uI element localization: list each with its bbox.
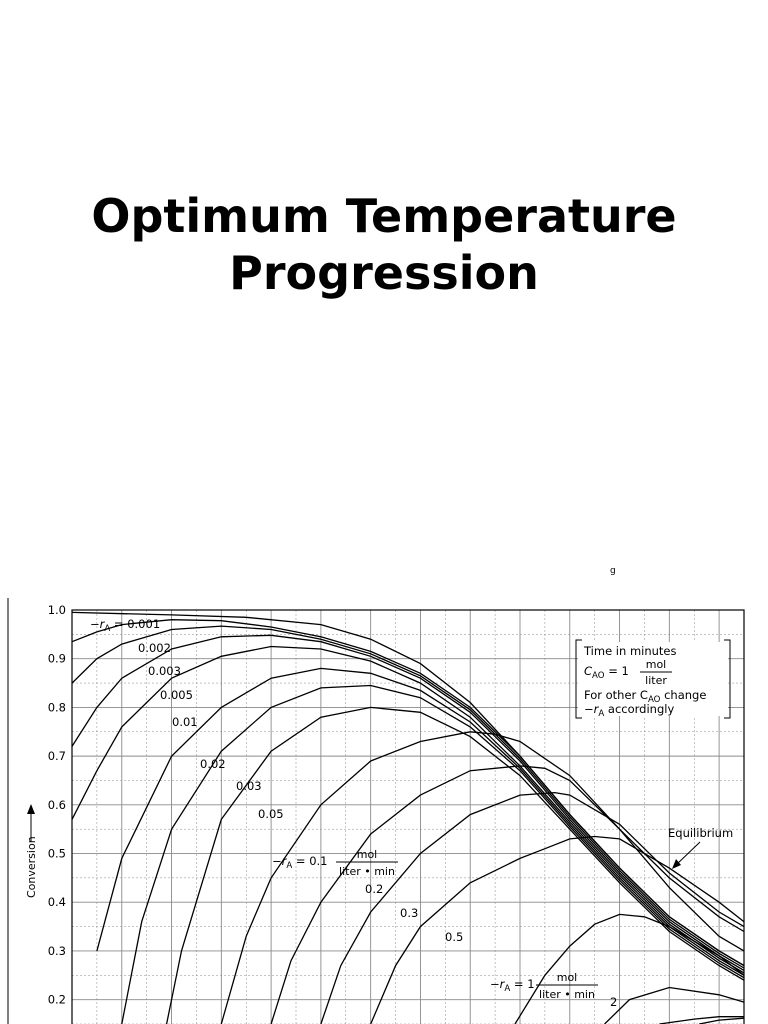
curve-label-unit-den-12: liter • min bbox=[539, 988, 595, 1001]
curve-label-0: −rA = 0.001 bbox=[90, 617, 160, 634]
info-box-bracket-left bbox=[575, 639, 582, 719]
y-tick-label: 0.7 bbox=[48, 749, 66, 763]
y-tick-label: 0.2 bbox=[48, 993, 66, 1007]
stray-mark: g bbox=[610, 566, 616, 576]
curve-label-8: −rA = 0.1 bbox=[272, 854, 328, 871]
curve-label-unit-num-12: mol bbox=[557, 971, 578, 984]
info-box-unit-num: mol bbox=[646, 658, 667, 671]
info-box-bg bbox=[578, 642, 728, 716]
equilibrium-label: Equilibrium bbox=[668, 826, 733, 840]
y-tick-label: 0.5 bbox=[48, 847, 66, 861]
rate-curve-12 bbox=[514, 913, 745, 1024]
y-tick-label: 0.6 bbox=[48, 798, 66, 812]
rate-curve-11 bbox=[370, 835, 745, 1024]
rate-curve-5 bbox=[96, 667, 745, 976]
plot-frame bbox=[71, 609, 745, 1024]
curve-label-12: −rA = 1 bbox=[490, 977, 535, 994]
chart-container: 1.0 0.9 0.8 0.7 0.6 0.5 0.4 0.3 0.2 Conversion 0.0… bbox=[0, 560, 768, 1024]
slide-title-line-2: Progression bbox=[229, 246, 539, 300]
curve-label-1: 0.002 bbox=[138, 641, 171, 655]
rate-curve-3 bbox=[71, 634, 745, 971]
y-tick-label: 1.0 bbox=[48, 603, 66, 617]
curve-label-3: 0.005 bbox=[160, 688, 193, 702]
curve-label-13: 2 bbox=[610, 995, 617, 1009]
y-tick-label: 0.9 bbox=[48, 652, 66, 666]
curve-label-5: 0.02 bbox=[200, 757, 226, 771]
curve-label-unit-num-8: mol bbox=[357, 848, 378, 861]
y-axis-label: Conversion bbox=[25, 836, 38, 898]
curve-label-11: 0.5 bbox=[445, 930, 463, 944]
rate-curve-2 bbox=[71, 625, 745, 969]
rate-curve-1 bbox=[71, 619, 745, 967]
equilibrium-arrow-shaft bbox=[675, 841, 701, 866]
curve-label-unit-den-8: liter • min bbox=[339, 865, 395, 878]
info-box-bracket-right bbox=[724, 639, 731, 719]
slide-title: Optimum Temperature Progression bbox=[0, 188, 768, 302]
curve-label-4: 0.01 bbox=[172, 715, 198, 729]
rate-curve-14 bbox=[659, 1016, 744, 1024]
info-box-line-4: −rA accordingly bbox=[584, 702, 674, 719]
info-box-cao: CAO = 1 bbox=[584, 664, 629, 681]
curve-label-6: 0.03 bbox=[236, 779, 262, 793]
rate-curve-4 bbox=[71, 645, 745, 974]
y-axis-arrow-head bbox=[27, 804, 35, 814]
curve-label-2: 0.003 bbox=[148, 664, 181, 678]
rate-curve-9 bbox=[270, 765, 745, 1024]
equilibrium-arrow-head bbox=[672, 859, 681, 869]
curve-label-10: 0.3 bbox=[400, 906, 418, 920]
curve-label-9: 0.2 bbox=[365, 882, 383, 896]
conversion-chart: 1.0 0.9 0.8 0.7 0.6 0.5 0.4 0.3 0.2 Conversion 0.0… bbox=[7, 598, 745, 1024]
y-tick-label: 0.8 bbox=[48, 700, 66, 714]
rate-curve-6 bbox=[121, 684, 745, 1024]
curve-label-7: 0.05 bbox=[258, 807, 284, 821]
info-box-unit-den: liter bbox=[645, 674, 667, 687]
rate-curve-8 bbox=[220, 731, 745, 1024]
rate-curve-15 bbox=[699, 1017, 745, 1024]
info-box-line-3: For other CAO change bbox=[584, 688, 706, 705]
slide-title-line-1: Optimum Temperature bbox=[91, 189, 677, 243]
y-tick-label: 0.4 bbox=[48, 895, 66, 909]
y-tick-label: 0.3 bbox=[48, 944, 66, 958]
rate-curve-10 bbox=[320, 791, 745, 1024]
rate-curve-13 bbox=[604, 986, 745, 1024]
info-box-line-1: Time in minutes bbox=[583, 644, 677, 658]
